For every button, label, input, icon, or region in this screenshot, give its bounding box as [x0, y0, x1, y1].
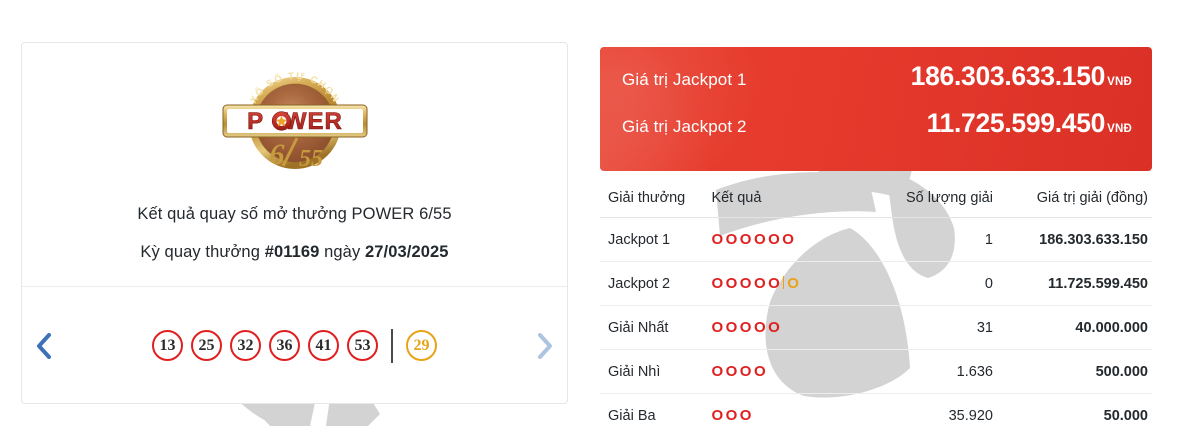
- draw-middle: ngày: [319, 243, 365, 261]
- power-655-logo: XỔ SỐ TỰ CHỌN 6 55 POWER: [22, 65, 567, 177]
- table-row: Jackpot 1 OOOOOO 1 186.303.633.150: [600, 217, 1152, 262]
- jackpot-1-currency: VNĐ: [1107, 76, 1132, 88]
- jackpot-1-amount: 186.303.633.150: [910, 61, 1106, 91]
- prize-table-head: Giải thưởng Kết quả Số lượng giải Giá tr…: [600, 181, 1152, 218]
- prize-table-body: Jackpot 1 OOOOOO 1 186.303.633.150 Jackpot 2…: [600, 217, 1152, 430]
- svg-text:6: 6: [269, 138, 284, 171]
- jackpot-2-label: Giá trị Jackpot 2: [622, 117, 747, 136]
- table-row: Jackpot 2 OOOOO O 0 11.725.599.450: [600, 261, 1152, 306]
- chevron-left-icon: [37, 332, 51, 359]
- header-prize: Giải thưởng: [600, 181, 712, 218]
- logo-655: 6 55: [269, 137, 323, 172]
- cell-winner-count: 31: [876, 305, 1009, 350]
- jackpot-row: Giá trị Jackpot 2 11.725.599.450 VNĐ: [622, 108, 1132, 155]
- match-pattern-circles: OOOO: [711, 363, 769, 380]
- draw-prefix: Kỳ quay thưởng: [140, 243, 265, 261]
- winning-number-ball: 32: [230, 330, 261, 361]
- jackpot-2-amount: 11.725.599.450: [926, 108, 1106, 138]
- bonus-separator: [391, 328, 393, 363]
- header-value: Giá trị giải (đồng): [1008, 181, 1152, 218]
- winning-numbers-section: 13 25 32 36 41 53 29: [22, 287, 567, 403]
- cell-winner-count: 0: [876, 261, 1009, 306]
- match-pattern-circles: OOO: [711, 407, 754, 424]
- table-row: Giải Nhất OOOOO 31 40.000.000: [600, 305, 1152, 350]
- table-row: Giải Nhì OOOO 1.636 500.000: [600, 349, 1152, 394]
- winning-numbers-list: 13 25 32 36 41 53 29: [152, 328, 437, 363]
- cell-match-pattern: OOOOOO: [711, 217, 877, 262]
- match-pattern-circles: OOOOO: [711, 319, 783, 336]
- lottery-result-card: XỔ SỐ TỰ CHỌN 6 55 POWER: [21, 42, 568, 404]
- card-header-section: XỔ SỐ TỰ CHỌN 6 55 POWER: [22, 43, 567, 286]
- svg-text:55: 55: [299, 146, 323, 172]
- header-count: Số lượng giải: [876, 181, 1009, 218]
- cell-prize-name: Jackpot 2: [600, 261, 712, 306]
- draw-number: #01169: [264, 243, 320, 261]
- jackpot-panel: Giá trị Jackpot 1 186.303.633.150 VNĐ Gi…: [600, 47, 1152, 430]
- header-result: Kết quả: [711, 181, 877, 218]
- match-pattern-bonus: O: [782, 275, 801, 292]
- jackpot-1-amount-wrap: 186.303.633.150 VNĐ: [911, 61, 1132, 92]
- match-pattern-circles: OOOOO: [711, 275, 783, 292]
- cell-winner-count: 1.636: [876, 349, 1009, 394]
- table-row: Giải Ba OOO 35.920 50.000: [600, 393, 1152, 430]
- power-655-logo-svg: XỔ SỐ TỰ CHỌN 6 55 POWER: [222, 71, 367, 172]
- winning-number-ball: 53: [347, 330, 378, 361]
- jackpot-row: Giá trị Jackpot 1 186.303.633.150 VNĐ: [622, 61, 1132, 108]
- jackpot-values-box: Giá trị Jackpot 1 186.303.633.150 VNĐ Gi…: [600, 47, 1152, 171]
- bonus-number-ball: 29: [406, 330, 437, 361]
- cell-prize-value: 500.000: [1008, 349, 1152, 394]
- winning-number-ball: 13: [152, 330, 183, 361]
- winning-number-ball: 25: [191, 330, 222, 361]
- cell-prize-name: Giải Ba: [600, 393, 712, 430]
- chevron-right-icon: [538, 332, 552, 359]
- cell-prize-name: Giải Nhì: [600, 349, 712, 394]
- jackpot-2-currency: VNĐ: [1107, 123, 1132, 135]
- cell-prize-value: 186.303.633.150: [1008, 217, 1152, 262]
- winning-number-ball: 36: [269, 330, 300, 361]
- cell-match-pattern: OOOOO: [711, 305, 877, 350]
- card-divider: [22, 286, 567, 287]
- cell-winner-count: 1: [876, 217, 1009, 262]
- prev-draw-button[interactable]: [22, 287, 66, 403]
- cell-prize-value: 50.000: [1008, 393, 1152, 430]
- jackpot-2-amount-wrap: 11.725.599.450 VNĐ: [927, 108, 1132, 139]
- next-draw-button[interactable]: [523, 287, 567, 403]
- cell-match-pattern: OOOO: [711, 349, 877, 394]
- svg-text:POWER: POWER: [247, 108, 343, 135]
- match-pattern-circles: OOOOOO: [711, 231, 797, 248]
- jackpot-1-label: Giá trị Jackpot 1: [622, 70, 747, 89]
- cell-match-pattern: OOO: [711, 393, 877, 430]
- logo-power-banner: POWER: [222, 104, 367, 138]
- result-title: Kết quả quay số mở thưởng POWER 6/55: [137, 205, 452, 223]
- cell-prize-value: 11.725.599.450: [1008, 261, 1152, 306]
- cell-prize-value: 40.000.000: [1008, 305, 1152, 350]
- cell-prize-name: Jackpot 1: [600, 217, 712, 262]
- draw-date: 27/03/2025: [365, 243, 449, 261]
- prize-breakdown-table: Giải thưởng Kết quả Số lượng giải Giá tr…: [600, 181, 1152, 430]
- cell-winner-count: 35.920: [876, 393, 1009, 430]
- cell-prize-name: Giải Nhất: [600, 305, 712, 350]
- prize-table-header-row: Giải thưởng Kết quả Số lượng giải Giá tr…: [600, 181, 1152, 218]
- winning-number-ball: 41: [308, 330, 339, 361]
- draw-info: Kỳ quay thưởng #01169 ngày 27/03/2025: [22, 243, 567, 262]
